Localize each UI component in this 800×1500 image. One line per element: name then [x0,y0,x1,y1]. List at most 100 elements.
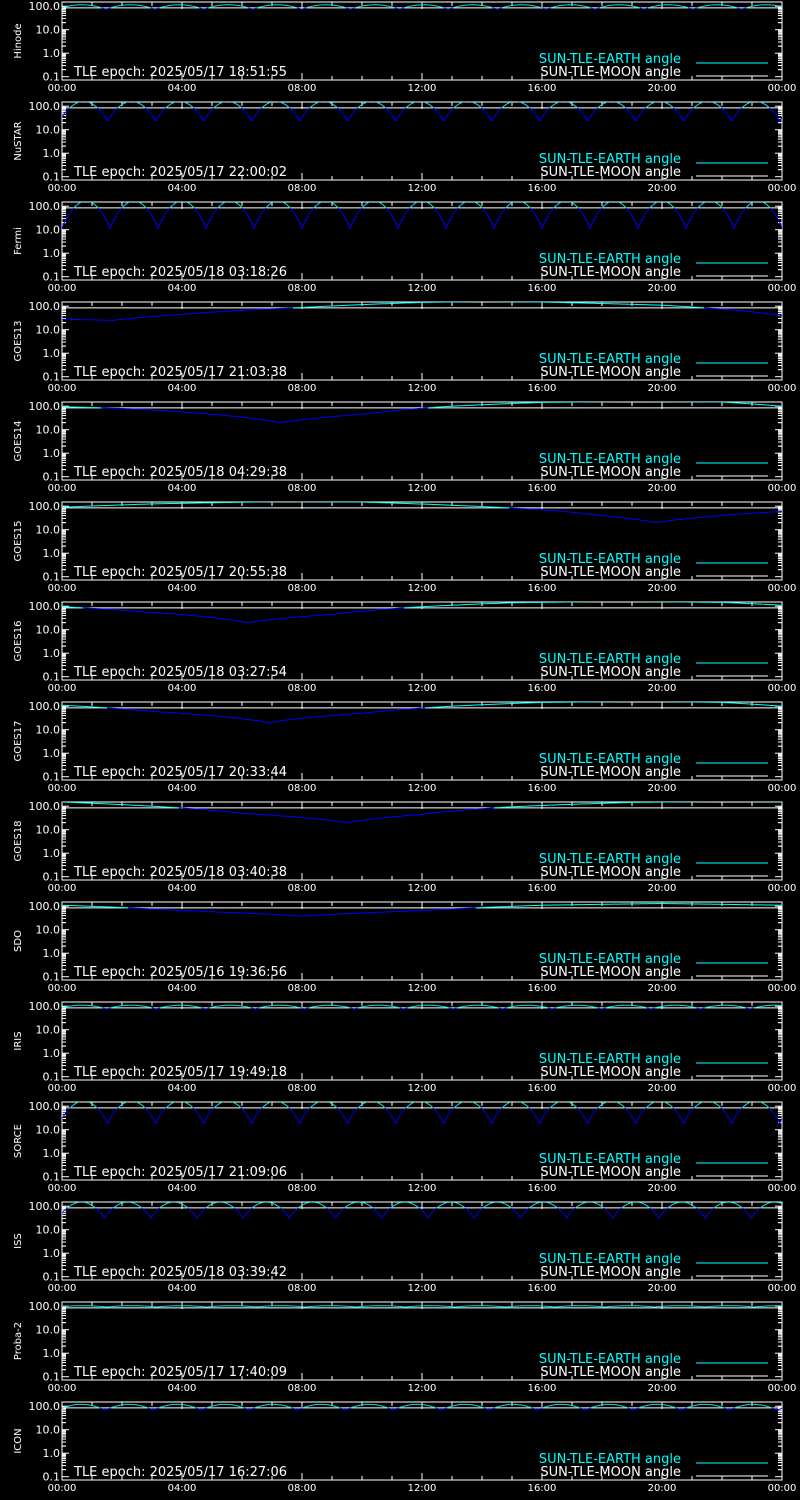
earth-angle-segment [192,206,194,208]
y-tick-label: 100.0 [29,200,61,213]
earth-angle-segment [552,208,554,210]
earth-angle-segment [75,205,77,207]
earth-angle-segment [116,108,118,110]
earth-angle-segment [603,205,605,207]
earth-angle-segment [244,111,246,113]
earth-angle-segment [161,218,163,221]
earth-angle-segment [693,211,695,214]
earth-angle-segment [152,116,155,119]
earth-angle-segment [598,106,600,108]
earth-angle-segment [259,214,262,217]
earth-angle-segment [547,214,550,217]
earth-angle-segment [591,113,593,115]
earth-angle-segment [726,213,728,216]
legend-moon-label: SUN-TLE-MOON angle [540,265,681,280]
earth-angle-segment [262,210,264,212]
earth-angle-segment [389,111,391,114]
earth-angle-segment [534,214,537,217]
x-tick-label: 08:00 [288,183,317,194]
earth-angle-segment [441,218,443,221]
earth-angle-segment [350,114,353,116]
earth-angle-segment [724,210,726,212]
earth-angle-segment [482,109,485,111]
earth-angle-segment [779,223,782,226]
earth-angle-segment [739,109,741,111]
earth-angle-segment [110,115,112,117]
earth-angle-segment [291,209,293,211]
earth-angle-segment [599,209,601,211]
earth-angle-segment [539,118,542,121]
earth-angle-segment [254,114,257,116]
earth-angle-segment [72,208,74,210]
earth-angle-segment [248,216,250,219]
earth-angle-segment [252,116,255,119]
earth-angle-segment [249,218,251,221]
earth-angle-segment [241,108,243,110]
earth-angle-segment [104,116,107,119]
earth-angle-segment [121,206,123,209]
earth-angle-segment [260,213,262,216]
earth-angle-segment [401,111,403,113]
earth-angle-segment [459,205,461,207]
legend-earth-label: SUN-TLE-EARTH angle [539,352,681,367]
earth-angle-segment [596,213,598,216]
earth-angle-segment [544,219,547,222]
y-tick-label: 1.0 [43,347,61,360]
earth-angle-segment [624,106,626,109]
earth-angle-segment [162,109,164,112]
earth-angle-segment [344,217,347,220]
earth-angle-segment [678,114,681,116]
earth-angle-segment [306,215,309,218]
earth-angle-segment [627,109,629,112]
x-tick-label: 08:00 [288,83,317,94]
earth-angle-segment [204,117,206,120]
earth-angle-segment [311,209,313,211]
earth-angle-segment [212,213,214,216]
earth-angle-segment [506,205,509,207]
earth-angle-segment [205,226,208,229]
earth-angle-segment [389,212,392,215]
earth-angle-segment [389,112,392,115]
earth-angle-segment [159,222,161,224]
earth-angle-segment [598,210,600,212]
earth-angle-segment [345,219,348,222]
earth-angle-segment [431,106,434,108]
earth-angle-segment [384,206,386,208]
earth-angle-segment [639,222,641,224]
earth-angle-segment [398,114,401,116]
earth-angle-segment [590,115,592,117]
earth-angle-segment [68,108,70,110]
y-tick-label: 0.1 [43,471,61,484]
earth-angle-segment [481,107,483,109]
earth-angle-segment [262,106,264,108]
earth-angle-segment [650,206,652,208]
earth-angle-segment [142,204,144,206]
chart-panel-goes14: 100.010.01.00.100:00 04:00 08:00 12:00 16:00… [13,400,796,494]
earth-angle-segment [405,106,407,109]
earth-angle-segment [738,216,740,219]
chart-panel-goes15: 100.010.01.00.100:00 04:00 08:00 12:00 16:00… [13,500,796,594]
y-tick-label: 1.0 [43,247,61,260]
earth-angle-segment [689,218,691,221]
earth-angle-segment [68,213,70,216]
legend-earth-label: SUN-TLE-EARTH angle [539,452,681,467]
earth-angle-segment [488,217,491,220]
earth-angle-segment [121,207,123,209]
earth-angle-segment [354,216,356,219]
earth-angle-segment [641,218,643,221]
earth-angle-segment [722,108,724,110]
earth-angle-segment [481,206,483,209]
earth-angle-segment [746,205,749,207]
earth-angle-segment [305,218,307,221]
earth-angle-segment [76,204,78,206]
earth-angle-segment [360,208,362,210]
earth-angle-segment [582,113,584,115]
earth-angle-segment [351,113,353,115]
earth-angle-segment [302,114,305,116]
earth-angle-segment [777,218,779,221]
earth-angle-segment [294,113,296,115]
earth-angle-segment [157,115,160,118]
earth-angle-segment [684,224,686,227]
earth-angle-segment [640,219,643,222]
earth-angle-segment [732,116,735,119]
